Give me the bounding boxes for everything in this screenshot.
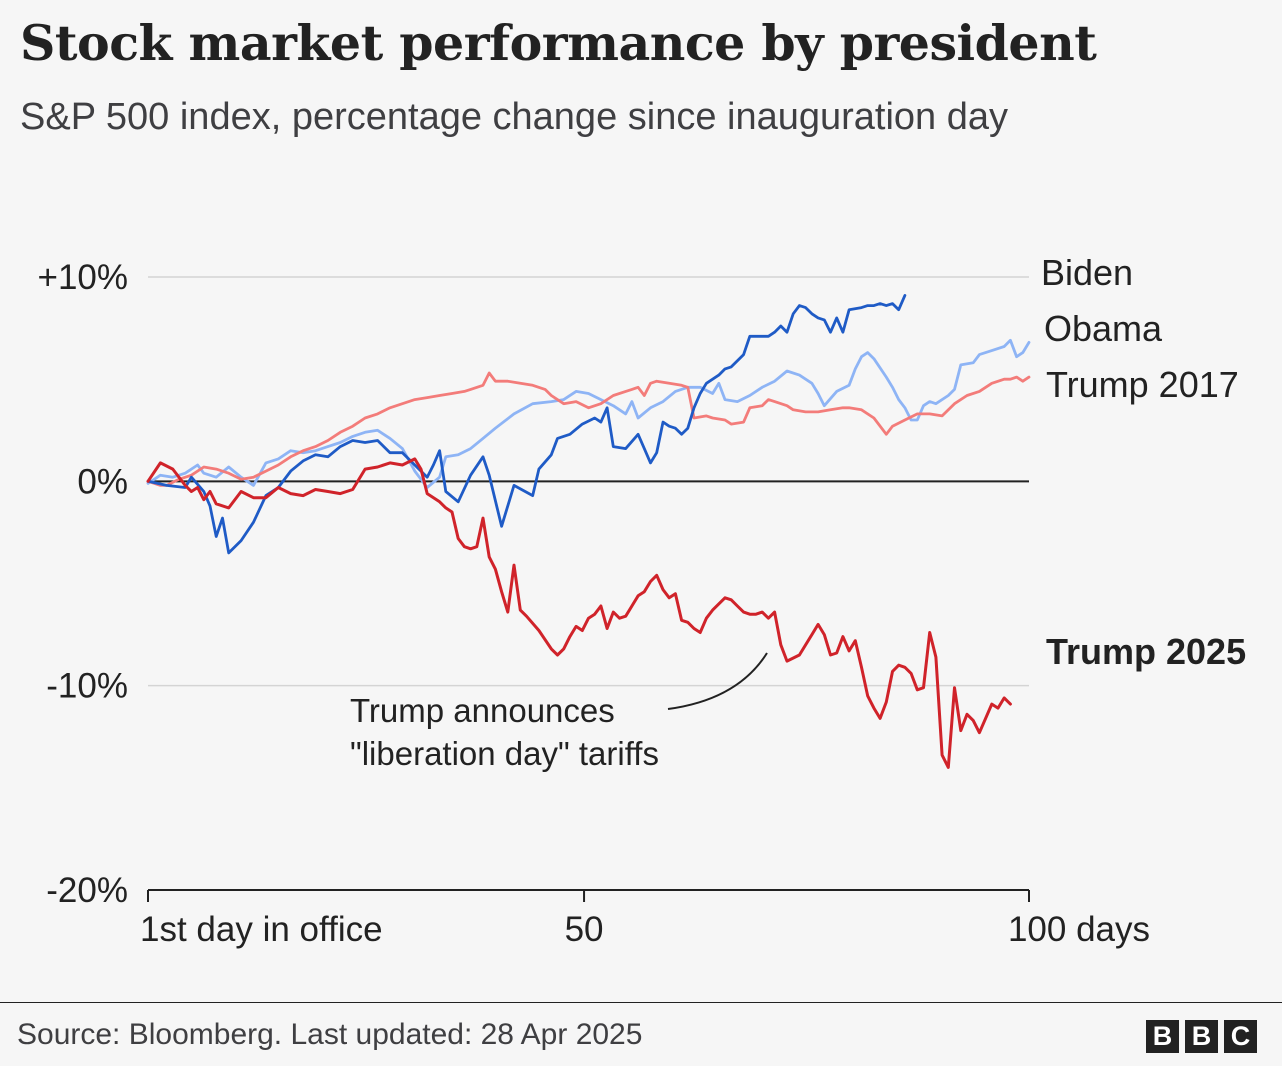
chart-title: Stock market performance by president [20, 14, 1097, 72]
series-line-trump-2017 [146, 371, 1031, 487]
y-tick-label: +10% [38, 258, 129, 297]
x-tick-label: 50 [565, 910, 604, 949]
chart-subtitle: S&P 500 index, percentage change since i… [20, 96, 1009, 138]
y-tick-label: -10% [46, 667, 128, 706]
logo-letter-c: C [1224, 1020, 1257, 1053]
series-label-trump-2025: Trump 2025 [1046, 631, 1246, 672]
bbc-logo: B B C [1146, 1020, 1257, 1053]
annotation-text: "liberation day" tariffs [350, 735, 659, 772]
series-line-biden [146, 294, 907, 555]
series-label-biden: Biden [1041, 252, 1133, 293]
line-chart: +10% 0% -10% -20% 1st day in office 50 100 day… [38, 252, 1247, 949]
annotation-text: Trump announces [350, 692, 615, 729]
series-line-trump-2025 [146, 457, 1012, 769]
series-line-obama [146, 338, 1031, 489]
logo-letter-b2: B [1185, 1020, 1218, 1053]
logo-letter-b1: B [1146, 1020, 1179, 1053]
series-label-trump-2017: Trump 2017 [1046, 364, 1239, 405]
source-note: Source: Bloomberg. Last updated: 28 Apr … [17, 1018, 643, 1051]
x-tick-label: 1st day in office [140, 910, 383, 949]
x-tick-label: 100 days [1008, 910, 1150, 949]
y-tick-label: -20% [46, 871, 128, 910]
y-tick-label: 0% [77, 462, 128, 501]
annotation-leader [667, 652, 768, 710]
footer-divider [0, 1002, 1282, 1003]
series-label-obama: Obama [1044, 308, 1163, 349]
